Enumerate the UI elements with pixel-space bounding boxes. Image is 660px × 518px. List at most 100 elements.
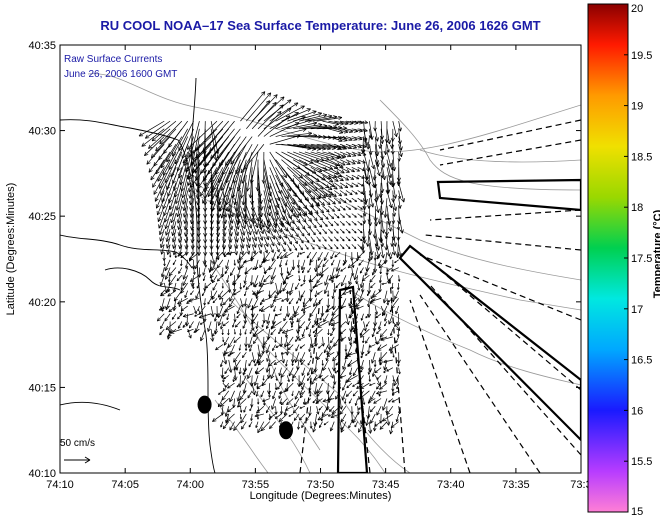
current-vector-head [205, 185, 210, 190]
current-vector-head [264, 242, 269, 247]
current-vector-head [253, 332, 258, 337]
current-vector [160, 275, 165, 287]
current-vector [259, 275, 265, 286]
current-vector [257, 111, 282, 137]
current-vector-head [320, 157, 325, 162]
current-vector-head [172, 288, 177, 293]
current-vector-head [312, 239, 315, 243]
current-vector-head [344, 192, 348, 196]
current-vector-head [376, 341, 380, 345]
current-vector-head [326, 294, 330, 297]
current-vector [287, 110, 317, 122]
current-vector [301, 259, 306, 271]
current-vector-head [392, 242, 398, 247]
current-vector-head [176, 219, 181, 224]
current-vector-head [215, 149, 220, 155]
current-vector [148, 128, 171, 149]
y-tick-label: 40:30 [28, 126, 56, 138]
current-vector [390, 298, 399, 309]
current-vector [239, 344, 241, 351]
current-vector [247, 367, 253, 379]
current-vector [225, 259, 230, 269]
current-vector [168, 120, 188, 148]
current-vector-head [275, 345, 279, 348]
current-vector-head [146, 160, 151, 165]
current-vector [260, 421, 270, 432]
current-vector [386, 159, 392, 178]
current-vector [251, 228, 257, 242]
current-vector [244, 290, 247, 297]
current-vector-head [223, 213, 228, 218]
current-vector-head [341, 153, 347, 158]
current-vector [345, 221, 351, 226]
current-vector-head [341, 161, 346, 166]
current-vector [182, 313, 194, 317]
current-vector-head [342, 223, 345, 226]
current-vector [346, 382, 353, 389]
current-vector-head [144, 134, 150, 139]
current-vector-head [390, 304, 395, 309]
current-vector [210, 305, 214, 318]
current-vector-head [379, 135, 384, 140]
current-vector-head [249, 179, 254, 184]
current-vector-head [300, 105, 305, 110]
current-vector-head [362, 212, 367, 217]
current-vector [291, 390, 294, 397]
current-vector-head [183, 232, 189, 237]
current-vector [174, 136, 189, 165]
current-vector-head [338, 374, 343, 379]
current-vector-head [354, 215, 357, 218]
current-vector [391, 390, 399, 395]
current-vector-head [160, 163, 165, 169]
current-vector-head [166, 185, 170, 190]
current-vector-head [312, 169, 317, 174]
current-vector [333, 282, 336, 293]
current-vector-head [232, 288, 237, 293]
current-vector [346, 344, 353, 357]
current-vector [161, 182, 171, 203]
current-vector [267, 329, 271, 340]
current-vector [284, 382, 294, 393]
current-vector [353, 336, 358, 344]
current-vector-head [329, 191, 334, 196]
current-vector-head [179, 180, 184, 186]
current-vector-head [382, 406, 386, 411]
current-vector-head [306, 372, 310, 376]
current-vector [391, 398, 399, 403]
current-vector [298, 143, 326, 150]
current-vector-head [350, 411, 354, 415]
current-vector-head [332, 193, 337, 198]
current-vector [269, 102, 299, 122]
current-vector [339, 236, 345, 242]
current-vector [339, 213, 345, 218]
current-vector-head [313, 390, 318, 395]
current-vector-head [233, 319, 237, 323]
current-vector [165, 267, 171, 280]
current-vector [351, 221, 357, 226]
current-vector-head [299, 391, 304, 396]
current-vector-head [320, 201, 325, 206]
current-vector-head [323, 192, 328, 197]
current-vector-head [181, 200, 186, 205]
current-vector-head [211, 279, 216, 284]
current-vector-head [203, 252, 208, 256]
current-vector [215, 321, 218, 335]
current-vector [328, 244, 333, 250]
current-vector [389, 251, 394, 260]
current-vector [215, 167, 230, 198]
current-vector [339, 205, 346, 211]
current-vector [351, 120, 364, 124]
current-vector-head [227, 408, 231, 413]
current-vector [357, 236, 363, 242]
current-vector-head [246, 243, 251, 249]
current-vector [280, 305, 282, 312]
current-vector [317, 290, 323, 295]
current-vector-head [260, 308, 265, 312]
current-vector-head [391, 388, 395, 392]
current-vector-head [315, 302, 320, 306]
current-vector [310, 244, 315, 250]
current-vector [322, 228, 327, 234]
current-vector [298, 321, 306, 329]
current-vector-head [346, 161, 351, 165]
current-vector [310, 126, 337, 130]
